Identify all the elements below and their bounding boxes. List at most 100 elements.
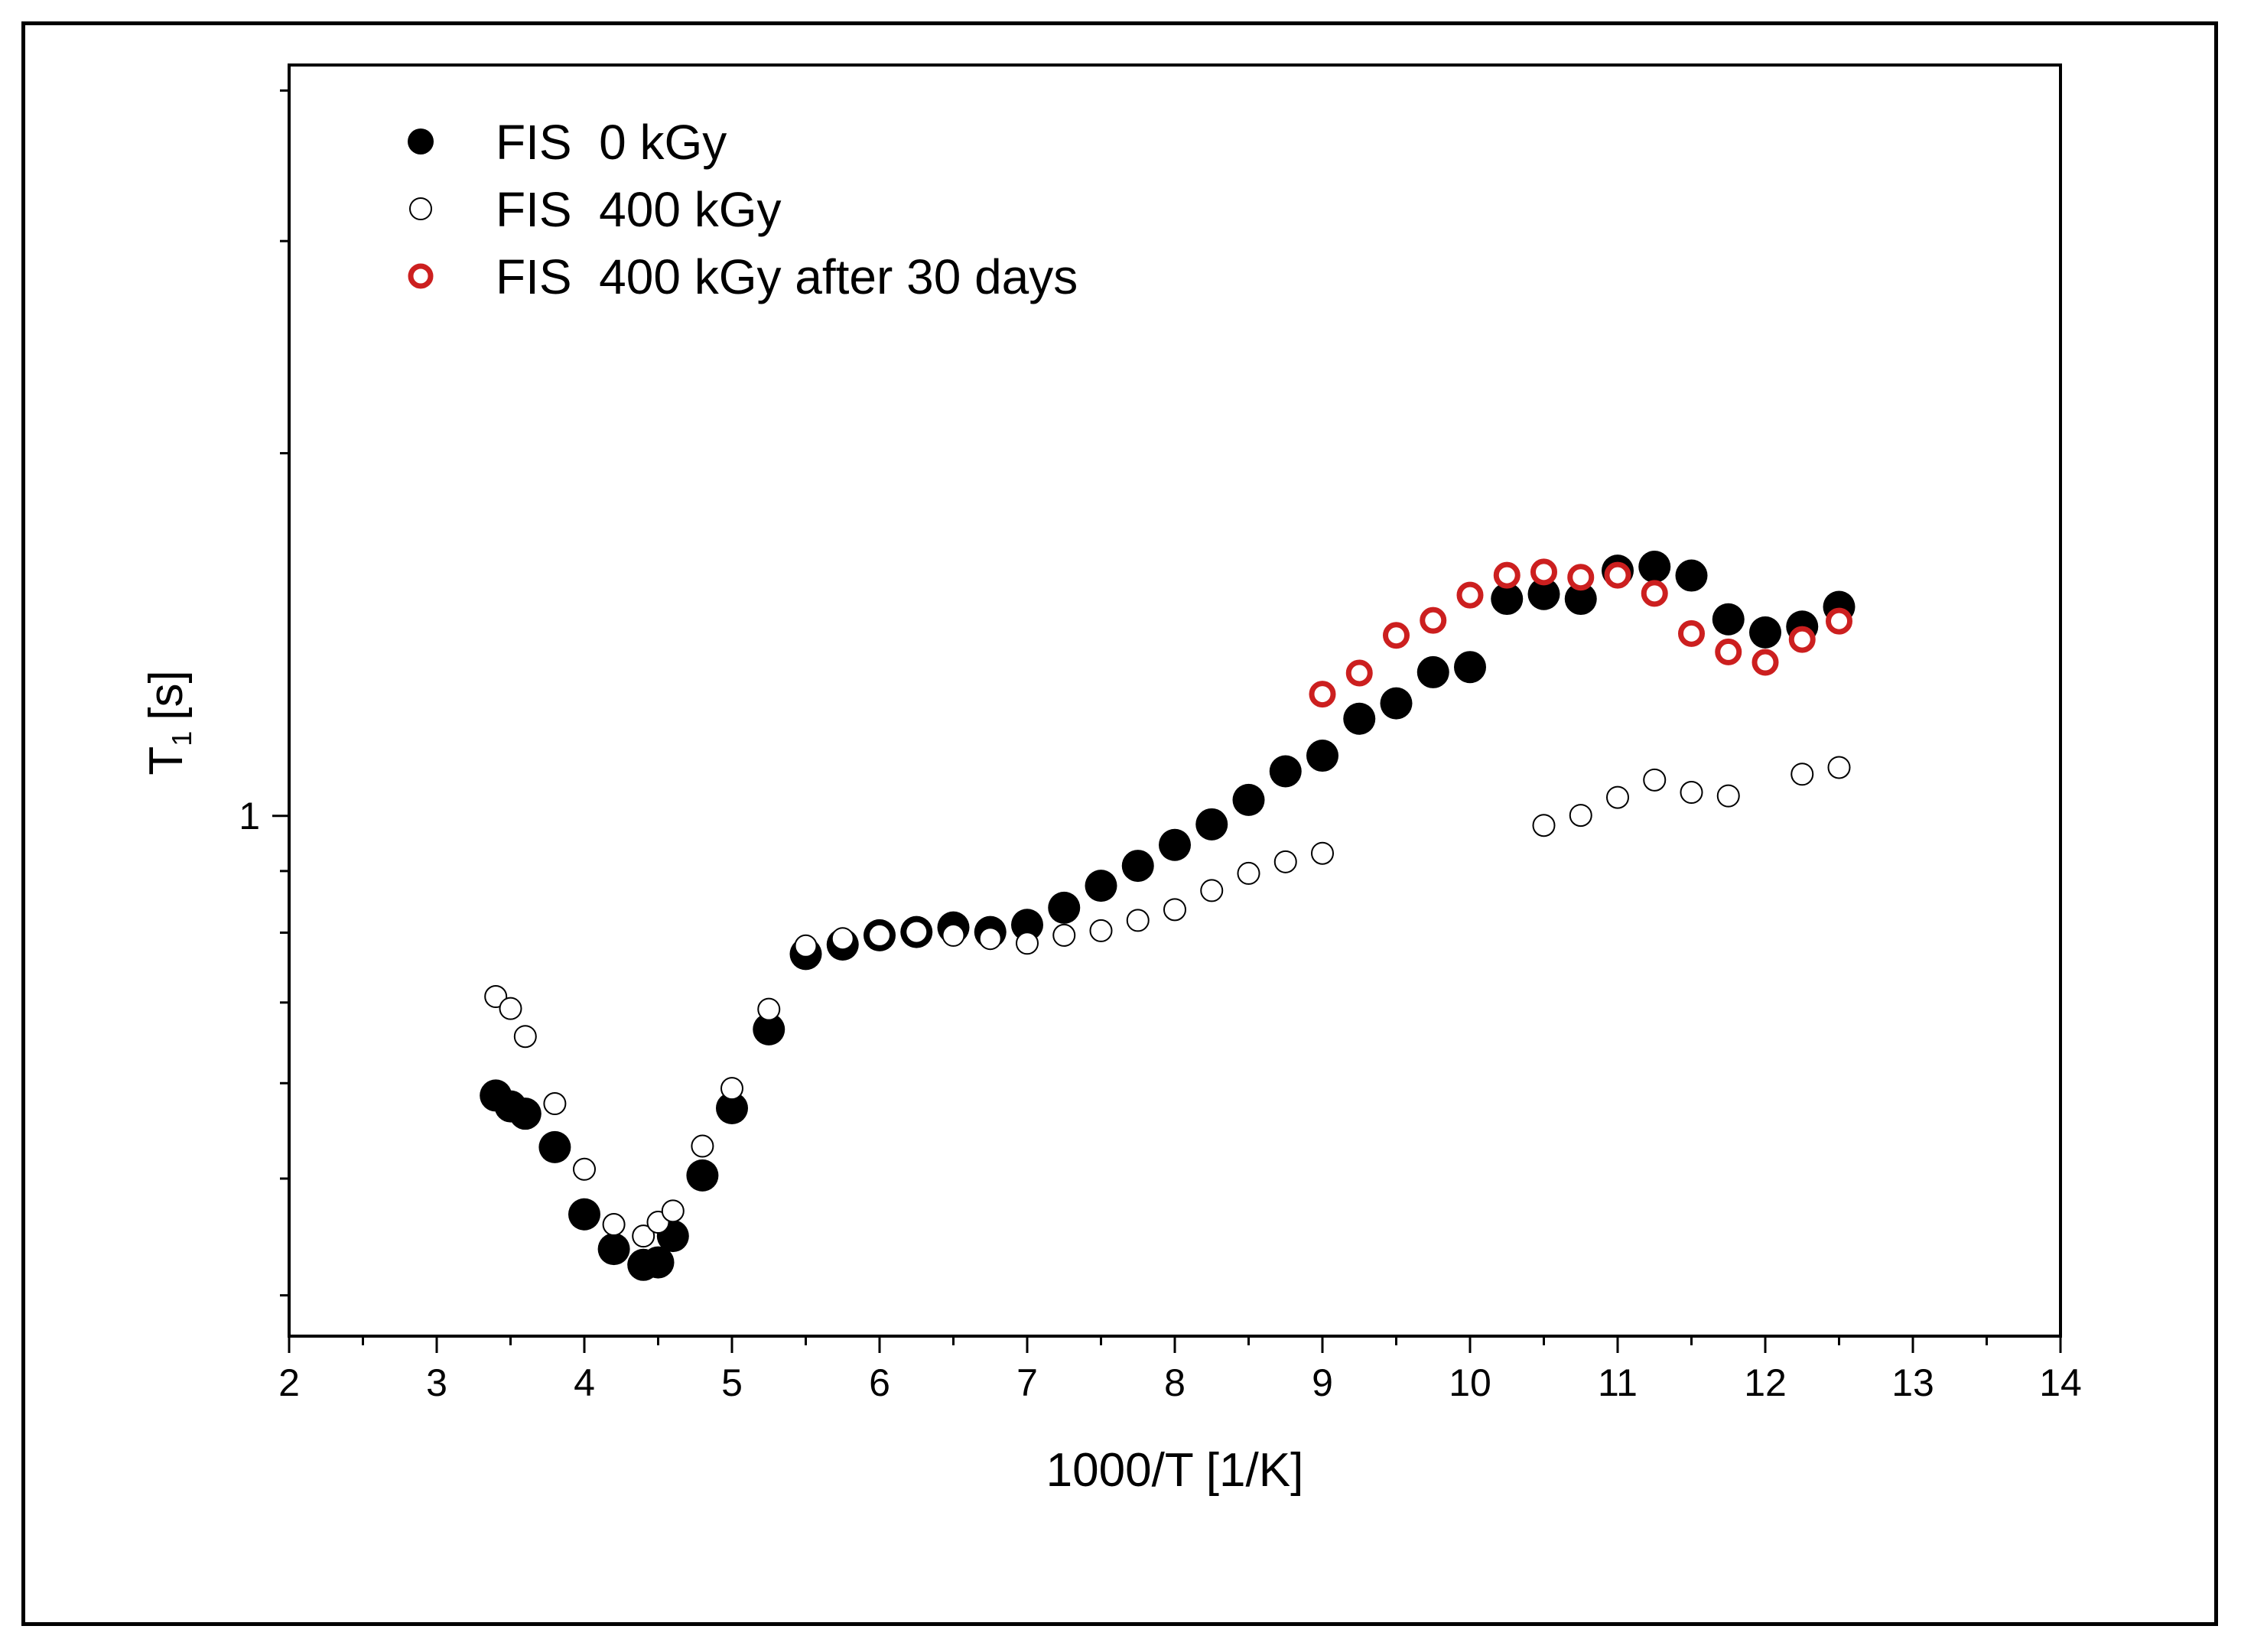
point-400kgy	[1532, 814, 1556, 837]
point-400kgy	[1716, 784, 1740, 808]
point-400kgy-30days	[1456, 581, 1484, 609]
point-400kgy	[499, 997, 522, 1020]
series-400kgy	[484, 756, 1851, 1248]
point-400kgy-30days	[1567, 564, 1595, 591]
point-400kgy-30days	[1641, 580, 1668, 607]
point-400kgy-30days	[1345, 659, 1373, 687]
point-400kgy	[1791, 763, 1814, 786]
point-0kgy	[1380, 687, 1413, 720]
point-0kgy	[1416, 655, 1449, 688]
point-0kgy	[1011, 909, 1043, 941]
point-0kgy	[1638, 550, 1671, 583]
legend-marker-0kgy	[408, 128, 434, 154]
legend: FIS 0 kGy FIS 400 kGy FIS 400 kGy after …	[408, 115, 1078, 304]
point-0kgy	[1232, 783, 1265, 816]
point-0kgy	[1491, 583, 1524, 616]
x-tick-label: 12	[1744, 1361, 1787, 1404]
point-400kgy	[1016, 932, 1039, 955]
point-0kgy	[1306, 740, 1338, 772]
y-axis-title-unit: [s]	[140, 670, 193, 720]
point-400kgy	[1680, 781, 1703, 805]
point-0kgy	[509, 1098, 542, 1130]
point-0kgy	[1675, 559, 1708, 592]
point-400kgy-30days	[1788, 626, 1816, 653]
x-tick-label: 13	[1891, 1361, 1934, 1404]
point-0kgy	[1343, 702, 1376, 735]
point-0kgy	[1048, 891, 1081, 924]
point-400kgy	[905, 920, 929, 944]
point-400kgy	[1606, 785, 1629, 809]
point-0kgy	[642, 1246, 675, 1279]
x-tick-label: 9	[1312, 1361, 1333, 1404]
point-0kgy	[1527, 577, 1560, 610]
point-400kgy	[1237, 861, 1260, 885]
x-axis-ticks: 2 3 4 5 6 7 8 9 10 11 12 13 14	[278, 1336, 2082, 1404]
y-tick-label: 1	[239, 795, 260, 837]
point-400kgy-30days	[1751, 649, 1779, 676]
point-400kgy	[794, 934, 818, 958]
y-axis-title-subscript: 1	[166, 731, 197, 746]
point-400kgy-30days	[1530, 558, 1557, 586]
x-tick-label: 7	[1016, 1361, 1038, 1404]
point-0kgy	[597, 1233, 630, 1266]
point-0kgy	[753, 1013, 785, 1046]
point-400kgy	[484, 985, 508, 1009]
point-0kgy	[1269, 755, 1302, 788]
point-400kgy	[1163, 898, 1186, 922]
point-400kgy	[602, 1213, 626, 1237]
point-400kgy-30days	[1420, 606, 1447, 634]
chart-frame: 2 3 4 5 6 7 8 9 10 11 12 13 14 1 1000/T [1/K] T1[s] …	[21, 21, 2218, 1626]
x-tick-label: 3	[426, 1361, 447, 1404]
point-400kgy	[978, 927, 1002, 951]
x-tick-label: 6	[869, 1361, 890, 1404]
x-tick-label: 14	[2039, 1361, 2082, 1404]
point-400kgy-30days	[1604, 561, 1631, 589]
legend-label-0kgy: FIS 0 kGy	[496, 115, 727, 170]
point-400kgy	[632, 1224, 655, 1248]
point-400kgy	[513, 1025, 537, 1049]
series-400kgy-30days	[1309, 558, 1852, 708]
point-0kgy	[716, 1091, 748, 1124]
y-axis-title: T1 [s]	[140, 670, 197, 775]
point-400kgy	[1089, 919, 1113, 942]
y-axis-title-main: T	[140, 746, 193, 776]
point-400kgy-30days	[1493, 561, 1521, 589]
point-0kgy	[568, 1198, 600, 1231]
data-series-layer	[480, 550, 1856, 1281]
legend-marker-400kgy-30days	[408, 263, 434, 289]
point-400kgy	[1126, 909, 1150, 932]
x-axis-title: 1000/T [1/K]	[1046, 1444, 1304, 1497]
point-400kgy-30days	[1309, 681, 1336, 708]
x-tick-label: 10	[1449, 1361, 1491, 1404]
point-400kgy	[1827, 756, 1851, 779]
x-tick-label: 4	[574, 1361, 595, 1404]
point-400kgy	[1311, 841, 1334, 865]
scatter-plot: 2 3 4 5 6 7 8 9 10 11 12 13 14 1 1000/T [1/K] T1[s] …	[140, 63, 2082, 1497]
point-400kgy	[573, 1157, 596, 1181]
point-0kgy	[1085, 870, 1117, 902]
point-400kgy	[831, 927, 854, 951]
x-tick-label: 5	[721, 1361, 743, 1404]
point-0kgy	[1159, 828, 1191, 861]
point-0kgy	[1454, 651, 1486, 684]
point-400kgy-30days	[1678, 620, 1705, 647]
point-400kgy	[757, 997, 781, 1021]
point-400kgy	[1643, 768, 1667, 792]
point-400kgy-30days	[1383, 622, 1410, 649]
point-0kgy	[538, 1130, 571, 1163]
x-tick-label: 8	[1164, 1361, 1186, 1404]
point-400kgy	[720, 1077, 743, 1101]
point-0kgy	[1121, 850, 1154, 883]
point-400kgy-30days	[1715, 638, 1742, 665]
point-400kgy	[543, 1092, 567, 1116]
point-400kgy	[691, 1134, 714, 1158]
point-400kgy	[1052, 923, 1076, 947]
point-400kgy	[661, 1199, 685, 1223]
point-0kgy	[1749, 616, 1781, 649]
point-400kgy-30days	[1826, 607, 1852, 635]
y-axis-ticks: 1	[239, 89, 289, 1297]
point-400kgy	[1569, 804, 1592, 828]
point-400kgy	[868, 923, 891, 947]
legend-label-400kgy: FIS 400 kGy	[496, 182, 781, 237]
point-0kgy	[1712, 603, 1745, 636]
